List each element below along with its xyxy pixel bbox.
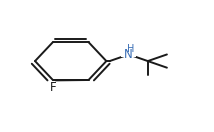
Text: H: H xyxy=(127,44,134,54)
FancyBboxPatch shape xyxy=(121,49,136,57)
Text: N: N xyxy=(124,48,133,61)
Text: F: F xyxy=(50,81,56,94)
